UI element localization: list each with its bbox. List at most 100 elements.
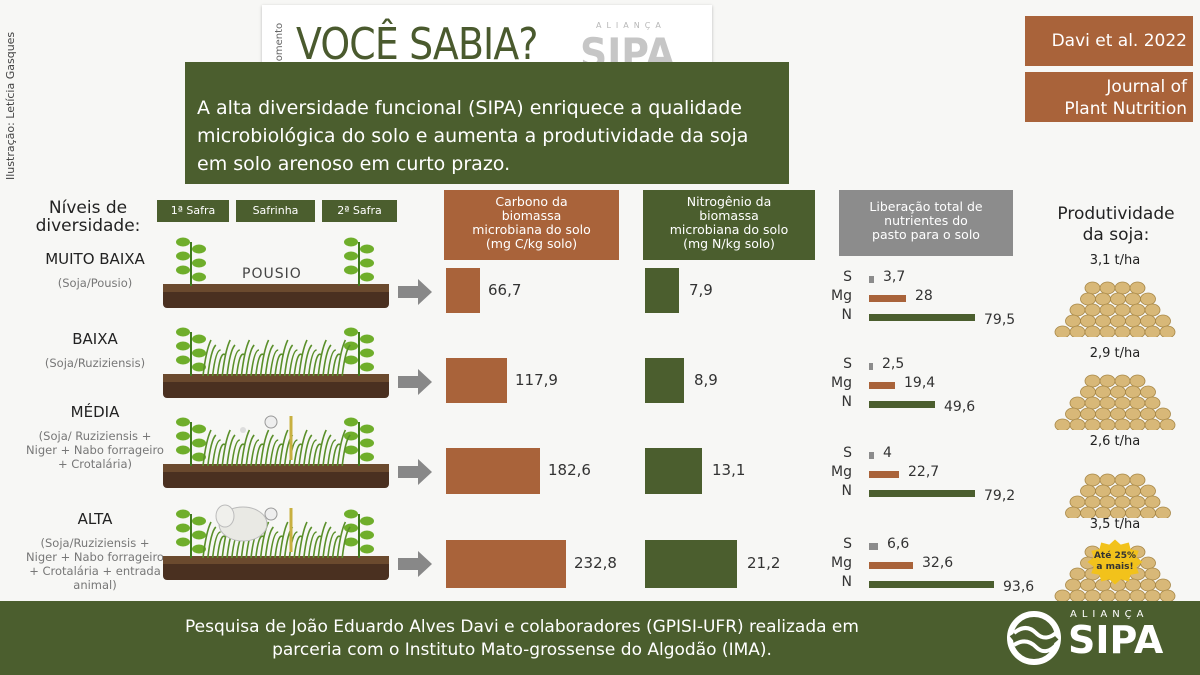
carbon-bar [446,358,507,403]
carbon-value-label: 232,8 [574,554,617,572]
nitrogen-value-label: 13,1 [712,461,746,479]
nutrient-bar-n [869,490,975,497]
nitrogen-bar [645,358,684,403]
footer-line-1: Pesquisa de João Eduardo Alves Davi e co… [185,617,859,637]
nutrient-bar-n [869,401,935,408]
nitrogen-header-line: microbiana do solo [669,222,789,237]
productivity-header-line: da soja: [1082,225,1150,245]
tag-safrinha: Safrinha [236,200,315,222]
nutrient-value-s: 3,7 [883,269,906,285]
crop-illustration [163,237,389,308]
reference-authors: Davi et al. 2022 [1025,16,1193,66]
soybean-pile-image [1054,281,1176,337]
productivity-value: 2,6 t/ha [1089,434,1141,449]
nitrogen-header-line: Nitrogênio da [686,194,772,209]
nutrient-label-s: S [843,445,852,461]
nutrient-bar-n [869,581,994,588]
carbon-header-line: microbiana do solo [472,222,591,237]
footer-alianca: ALIANÇA [1070,609,1149,620]
nutrient-value-mg: 28 [915,288,933,304]
carbon-column-header: Carbono da biomassa microbiana do solo (… [444,190,619,260]
badge-burst-icon [1087,539,1143,585]
carbon-header-line: Carbono da [495,194,568,209]
diversity-levels-label: Níveis de diversidade: [28,199,148,235]
nitrogen-value-label: 7,9 [689,280,713,299]
nutrient-bar-mg [869,471,899,478]
nutrient-value-n: 79,5 [984,312,1016,328]
nutrient-value-s: 2,5 [882,356,905,372]
nutrient-value-mg: 19,4 [904,375,936,391]
nutrient-value-s: 4 [883,445,892,461]
nutrient-bar-s [869,276,874,283]
nutrient-label-n: N [841,483,852,499]
journal-line-1: Journal of [1106,77,1187,97]
arrow-right-icon [398,369,432,395]
footer-line-2: parceria com o Instituto Mato-grossense … [272,640,772,660]
nutrient-bar-mg [869,382,895,389]
carbon-bar [446,448,540,494]
reference-journal: Journal of Plant Nutrition [1025,72,1193,122]
nutrient-label-mg: Mg [831,375,852,391]
niveis-line-1: Níveis de [48,198,128,218]
tag-1a-safra: 1ª Safra [157,200,229,222]
nutrient-bar-mg [869,295,906,302]
nutrient-bar-s [869,452,874,459]
page-title: VOCÊ SABIA? [296,19,538,70]
journal-line-2: Plant Nutrition [1064,99,1187,119]
arrow-right-icon [398,279,432,305]
nutrient-value-s: 6,6 [887,536,910,552]
level-subtitle: + Crotalária) [57,457,133,471]
carbon-bar [446,268,480,313]
level-subtitle: (Soja/Ruziziensis) [44,356,146,370]
level-name: BAIXA [72,330,118,348]
niveis-line-2: diversidade: [35,216,141,236]
nutrient-label-n: N [841,307,852,323]
arrow-right-icon [398,459,432,485]
nutrient-label-n: N [841,574,852,590]
level-subtitle: (Soja/Ruziziensis + [40,536,150,550]
tag-2a-safra: 2ª Safra [322,200,397,222]
level-name: MUITO BAIXA [45,250,145,268]
soybean-pile-image [1065,473,1171,518]
nutrient-bar-s [869,363,873,370]
level-subtitle: Niger + Nabo forrageiro [26,443,164,457]
nutrients-header-line: nutrientes do [884,213,968,228]
title-alianca: ALIANÇA [596,21,666,30]
footer-sipa-logo: SIPA [1068,618,1164,662]
illustration-credit: Ilustração: Letícia Gasques [4,31,17,180]
nutrients-header-line: pasto para o solo [872,227,980,242]
carbon-header-line: (mg C/kg solo) [485,236,578,251]
productivity-column-header: Produtividade da soja: [1046,204,1186,246]
crop-illustration [163,415,389,488]
nutrient-label-mg: Mg [831,464,852,480]
nutrient-label-mg: Mg [831,555,852,571]
nitrogen-column-header: Nitrogênio da biomassa microbiana do sol… [643,190,815,260]
badge-text: a mais! [1096,562,1134,572]
level-name: ALTA [77,510,113,528]
level-name: MÉDIA [70,403,120,421]
level-subtitle: (Soja/ Ruziziensis + [38,429,152,443]
level-subtitle: + Crotalária + entrada [29,564,161,578]
nitrogen-bar [645,268,679,313]
carbon-value-label: 66,7 [488,280,522,299]
crop-illustration [163,327,389,398]
level-subtitle: animal) [73,578,117,592]
nutrients-header-line: Liberação total de [869,199,983,214]
level-subtitle: Niger + Nabo forrageiro [26,550,164,564]
nutrient-label-s: S [843,356,852,372]
nutrient-value-mg: 22,7 [908,464,940,480]
fallow-label: POUSIO [242,266,302,282]
footer-bar [0,601,1200,675]
nitrogen-value-label: 21,2 [747,554,781,572]
nutrient-label-s: S [843,269,852,285]
nutrient-label-n: N [841,394,852,410]
crop-illustration [163,504,389,580]
carbon-value-label: 182,6 [548,461,591,479]
nutrient-value-mg: 32,6 [922,555,954,571]
nutrient-label-mg: Mg [831,288,852,304]
sipa-logo-icon [1007,611,1061,665]
nitrogen-bar [645,540,737,588]
nutrient-bar-n [869,314,975,321]
productivity-value: 3,5 t/ha [1089,517,1141,532]
productivity-value: 2,9 t/ha [1089,346,1141,361]
